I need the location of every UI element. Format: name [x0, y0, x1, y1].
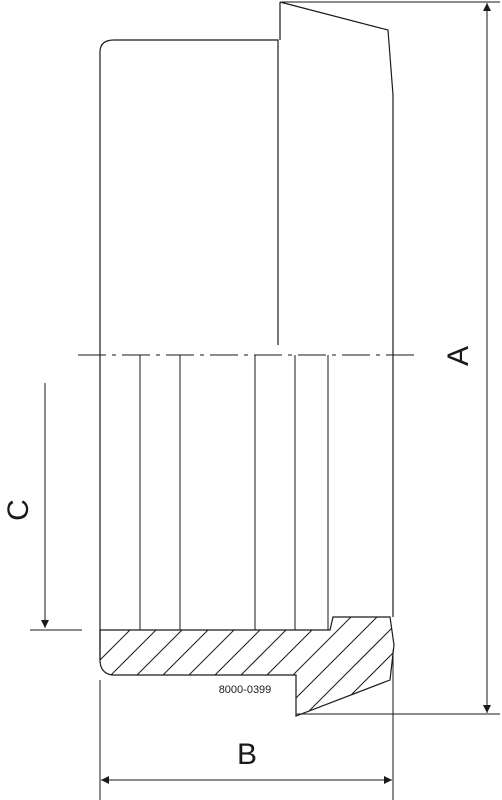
body-outline	[99, 39, 279, 660]
hatch-line	[325, 617, 394, 716]
hatch-line	[456, 610, 502, 720]
dimension-label-b: B	[237, 738, 257, 771]
hatch-line	[169, 617, 281, 716]
hatch-line	[351, 617, 394, 716]
bore-lines	[139, 355, 329, 630]
hatch-line	[377, 617, 394, 716]
hatch-line	[100, 617, 177, 716]
hatch-line	[117, 617, 229, 716]
flange-outline	[279, 1, 394, 617]
section-hatch	[100, 610, 502, 720]
hatch-line	[430, 610, 502, 720]
hatch-line	[482, 610, 502, 720]
hatch-line	[221, 617, 333, 716]
dimension-label-c: C	[2, 499, 35, 521]
hatch-line	[195, 617, 307, 716]
dimension-label-a: A	[442, 346, 475, 366]
hatch-line	[143, 617, 255, 716]
drawing-number: 8000-0399	[219, 684, 272, 696]
hatch-line	[100, 617, 151, 716]
hatch-line	[100, 617, 203, 716]
hatch-line	[247, 617, 359, 716]
section-outline	[99, 616, 395, 717]
